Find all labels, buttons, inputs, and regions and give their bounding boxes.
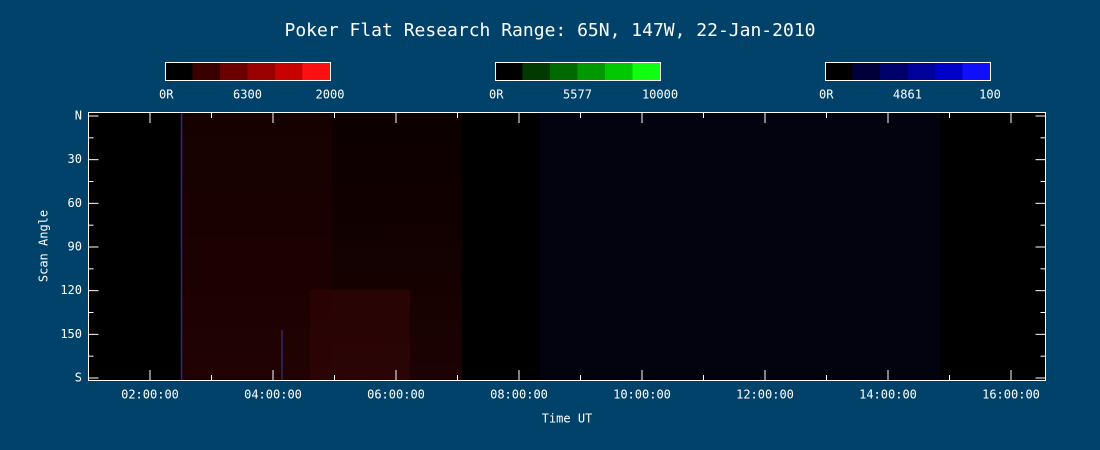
colorbar-segment <box>522 62 551 80</box>
colorbar-segment <box>632 62 661 80</box>
y-tick-label: 60 <box>68 196 82 210</box>
colorbar-label: 0R <box>489 88 504 102</box>
colorbar-segment <box>577 62 606 80</box>
colorbar-label: 2000 <box>316 88 345 102</box>
plot-area <box>88 112 1046 381</box>
x-tick-label: 14:00:00 <box>859 388 917 402</box>
y-tick-label: 30 <box>68 152 82 166</box>
colorbar-label: 0R <box>819 88 834 102</box>
aurora-red-patch <box>182 113 332 380</box>
colorbar-segment <box>935 62 963 80</box>
colorbar-label: 4861 <box>893 88 922 102</box>
y-tick-label: N <box>75 109 82 123</box>
colorbar-segment <box>495 62 523 80</box>
x-tick-label: 08:00:00 <box>490 388 548 402</box>
colorbar-segment <box>962 62 991 80</box>
x-axis-label: Time UT <box>542 412 593 426</box>
y-tick-label: S <box>75 371 82 385</box>
colorbar-segment <box>165 62 193 80</box>
y-tick-label: 150 <box>60 327 82 341</box>
chart-title: Poker Flat Research Range: 65N, 147W, 22… <box>284 20 815 41</box>
colorbar-label: 5577 <box>563 88 592 102</box>
colorbar-segment <box>880 62 908 80</box>
colorbar-label: 0R <box>159 88 174 102</box>
colorbar-frame <box>495 62 661 81</box>
colorbar-label: 6300 <box>233 88 262 102</box>
axes: N 30 60 90 120 150 S 02:00:00 04:00:00 06:00:00 08… <box>60 109 1046 402</box>
colorbar-segment <box>192 62 221 80</box>
colorbar-frame <box>825 62 991 81</box>
colorbar-segment <box>550 62 578 80</box>
colorbar-segment <box>825 62 853 80</box>
colorbar-label: 10000 <box>642 88 678 102</box>
x-tick-label: 04:00:00 <box>244 388 302 402</box>
colorbar-frame <box>165 62 331 81</box>
colorbars: 0R 6300 2000 0R 5577 10000 0R 4861 100 <box>159 62 1001 102</box>
x-tick-label: 12:00:00 <box>736 388 794 402</box>
aurora-blue-haze <box>540 113 940 380</box>
x-tick-label: 06:00:00 <box>367 388 425 402</box>
colorbar-segment <box>852 62 881 80</box>
colorbar-segment <box>907 62 936 80</box>
x-tick-label: 10:00:00 <box>613 388 671 402</box>
y-tick-label: 120 <box>60 283 82 297</box>
aurora-red-patch <box>310 290 410 380</box>
x-tick-label: 02:00:00 <box>121 388 179 402</box>
colorbar-segment <box>275 62 303 80</box>
colorbar-segment <box>605 62 633 80</box>
colorbar-segment <box>220 62 248 80</box>
colorbar-label: 100 <box>979 88 1001 102</box>
y-axis-label: Scan Angle <box>37 210 51 282</box>
aurora-red-glow <box>182 113 462 380</box>
colorbar-segment <box>302 62 331 80</box>
y-tick-label: 90 <box>68 240 82 254</box>
x-tick-label: 16:00:00 <box>982 388 1040 402</box>
colorbar-segment <box>247 62 276 80</box>
